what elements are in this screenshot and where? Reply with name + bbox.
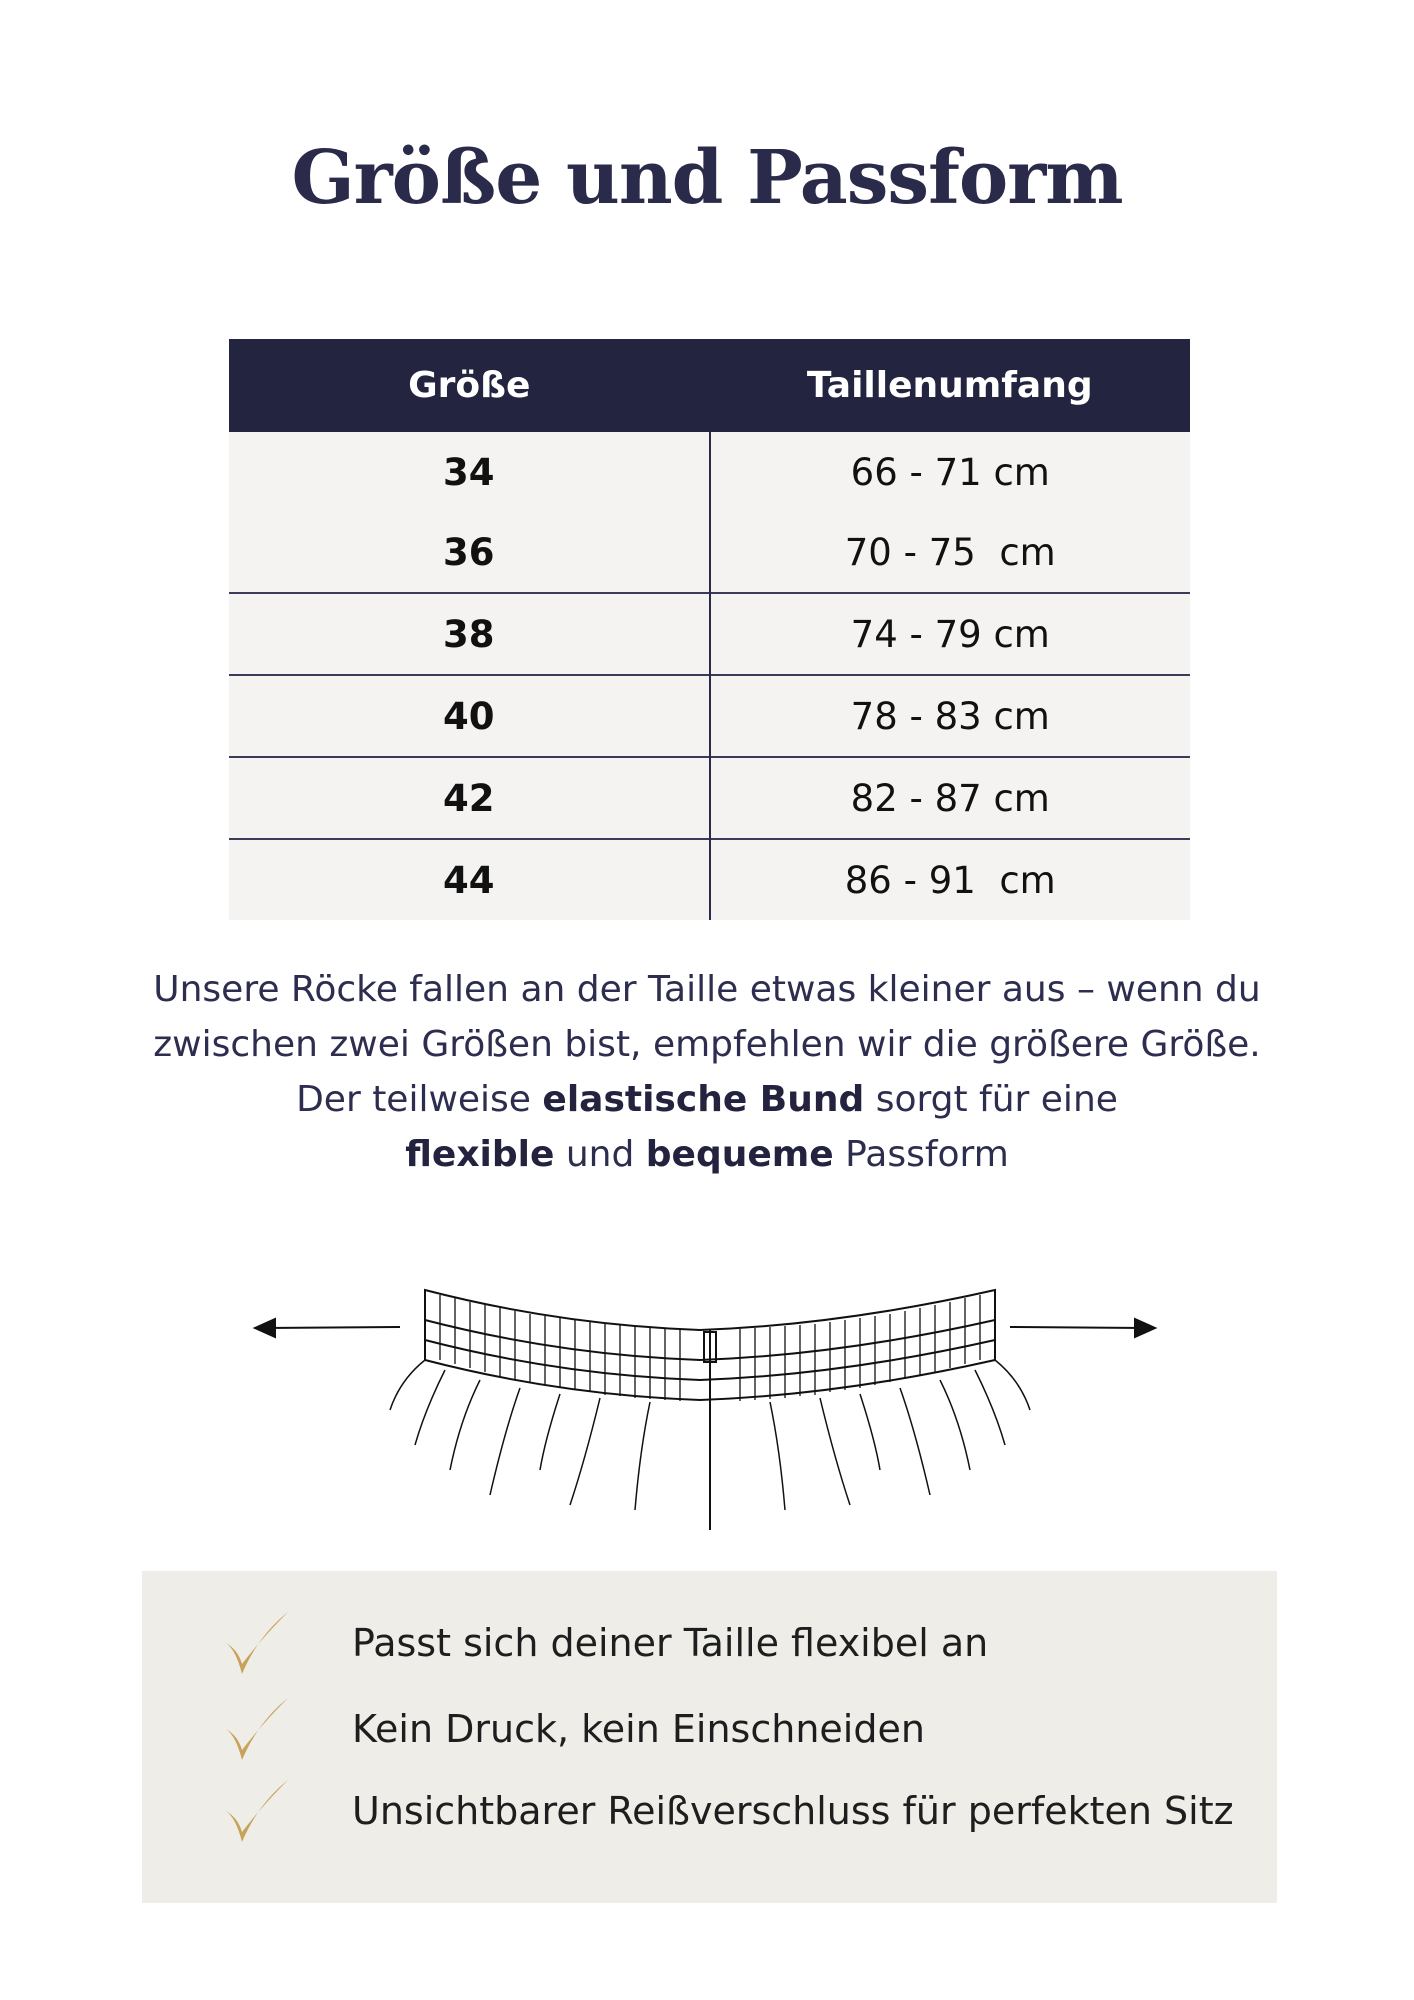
benefit-item: Kein Druck, kein Einschneiden bbox=[222, 1689, 925, 1769]
table-row: 40 78 - 83 cm bbox=[229, 674, 1190, 757]
size-cell: 42 bbox=[229, 756, 711, 839]
text: Der teilweise bbox=[296, 1079, 543, 1120]
size-cell: 34 bbox=[229, 432, 711, 512]
benefits-box: Passt sich deiner Taille flexibel an Kei… bbox=[142, 1571, 1277, 1903]
text: und bbox=[554, 1134, 646, 1175]
checkmark-icon bbox=[226, 1698, 288, 1760]
description-line: Der teilweise elastische Bund sorgt für … bbox=[60, 1072, 1354, 1127]
table-row: 34 66 - 71 cm bbox=[229, 432, 1190, 512]
waist-cell: 66 - 71 cm bbox=[709, 432, 1190, 512]
table-row: 42 82 - 87 cm bbox=[229, 756, 1190, 839]
benefit-item: Passt sich deiner Taille flexibel an bbox=[222, 1603, 988, 1683]
checkmark-icon bbox=[226, 1612, 288, 1674]
benefit-text: Unsichtbarer Reißverschluss für perfekte… bbox=[352, 1789, 1234, 1833]
header-waist: Taillenumfang bbox=[709, 339, 1190, 432]
waist-cell: 86 - 91 cm bbox=[709, 838, 1190, 920]
benefit-text: Kein Druck, kein Einschneiden bbox=[352, 1707, 925, 1751]
text: sorgt für eine bbox=[864, 1079, 1118, 1120]
waistband bbox=[424, 1288, 996, 1530]
table-row: 38 74 - 79 cm bbox=[229, 592, 1190, 675]
benefit-text: Passt sich deiner Taille flexibel an bbox=[352, 1621, 989, 1665]
table-header-row: Größe Taillenumfang bbox=[229, 339, 1190, 432]
size-table: Größe Taillenumfang 34 66 - 71 cm 36 70 - … bbox=[229, 339, 1190, 920]
text: Passform bbox=[833, 1134, 1009, 1175]
waist-cell: 78 - 83 cm bbox=[709, 674, 1190, 757]
fit-description: Unsere Röcke fallen an der Taille etwas … bbox=[60, 962, 1354, 1182]
table-row: 36 70 - 75 cm bbox=[229, 512, 1190, 593]
bold-text: bequeme bbox=[645, 1134, 834, 1175]
waist-cell: 82 - 87 cm bbox=[709, 756, 1190, 839]
checkmark-icon bbox=[226, 1780, 288, 1842]
header-size: Größe bbox=[229, 339, 710, 432]
page-title: Größe und Passform bbox=[291, 135, 1123, 221]
size-cell: 40 bbox=[229, 674, 711, 757]
size-cell: 36 bbox=[229, 512, 711, 593]
benefit-item: Unsichtbarer Reißverschluss für perfekte… bbox=[222, 1771, 1234, 1851]
size-cell: 38 bbox=[229, 592, 711, 675]
elastic-waistband-illustration bbox=[252, 1288, 1158, 1530]
table-row: 44 86 - 91 cm bbox=[229, 838, 1190, 920]
skirt-folds bbox=[389, 1359, 1031, 1511]
description-line: zwischen zwei Größen bist, empfehlen wir… bbox=[153, 1024, 1261, 1065]
description-line: Unsere Röcke fallen an der Taille etwas … bbox=[153, 969, 1261, 1010]
waist-cell: 70 - 75 cm bbox=[709, 512, 1190, 593]
bold-text: flexible bbox=[405, 1134, 555, 1175]
bold-text: elastische Bund bbox=[542, 1079, 865, 1120]
size-cell: 44 bbox=[229, 838, 711, 920]
arrow-right-icon bbox=[1009, 1317, 1158, 1339]
waist-cell: 74 - 79 cm bbox=[709, 592, 1190, 675]
arrow-left-icon bbox=[252, 1317, 401, 1339]
description-line: flexible und bequeme Passform bbox=[60, 1127, 1354, 1182]
